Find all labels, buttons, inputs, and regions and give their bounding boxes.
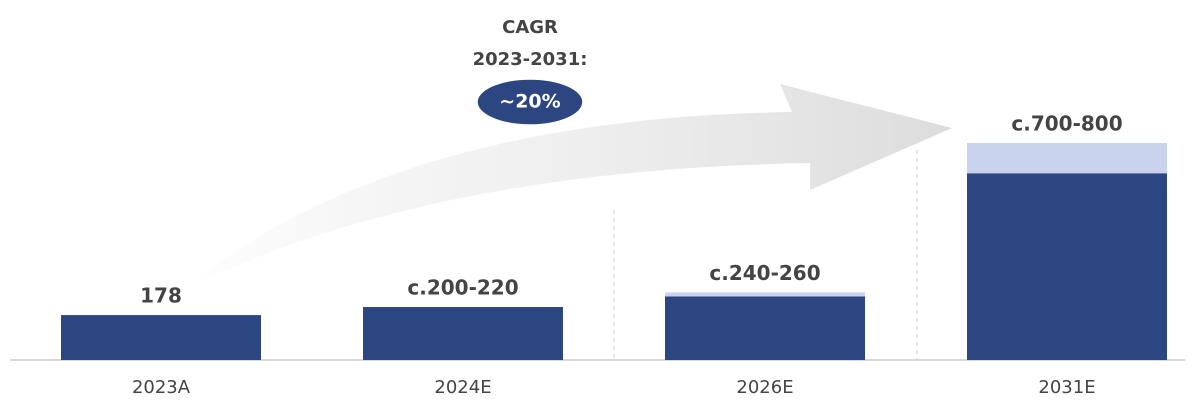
growth-arrow [180,84,952,292]
x-tick-label: 2026E [736,377,793,398]
bar-segment [363,307,563,360]
value-label: c.700-800 [1011,112,1122,136]
annotation-line: CAGR [502,17,558,38]
bar-segment [61,315,261,360]
cagr-value: ~20% [499,91,560,113]
bar-segment [967,143,1167,174]
x-tick-label: 2031E [1038,377,1095,398]
x-tick-label: 2024E [434,377,491,398]
bar-segment [665,296,865,360]
annotation-line: 2023-2031: [473,49,588,70]
x-tick-label: 2023A [132,377,191,398]
bar-segment [665,292,865,297]
bar-segment [967,173,1167,360]
value-label: 178 [140,284,182,308]
value-label: c.240-260 [709,261,820,285]
cagr-badge [476,78,584,126]
value-label: c.200-220 [407,276,518,300]
